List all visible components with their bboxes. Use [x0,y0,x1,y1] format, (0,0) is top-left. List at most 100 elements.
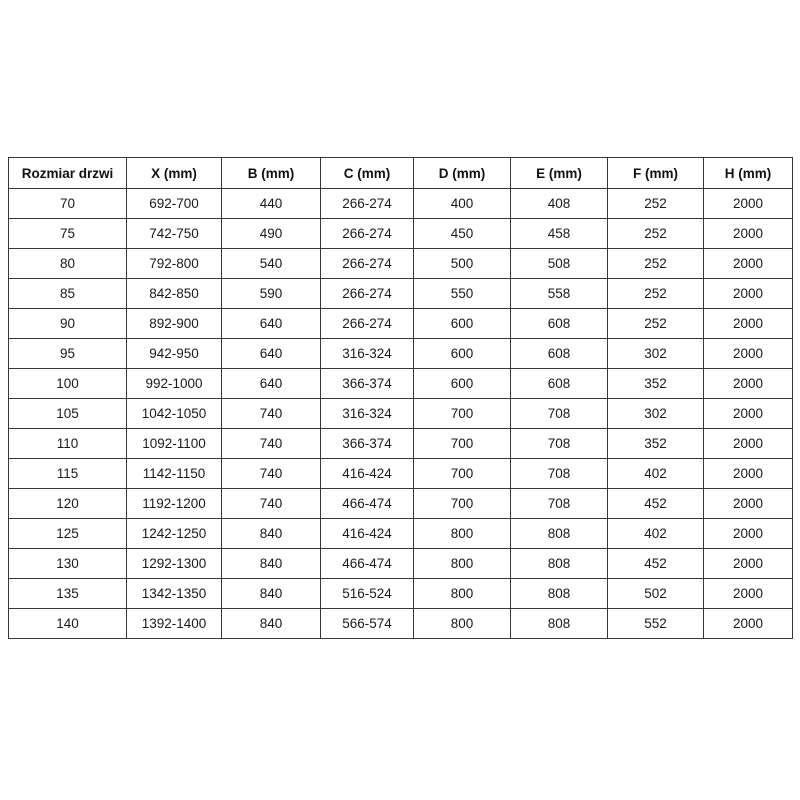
table-cell: 366-374 [320,368,414,399]
table-cell: 252 [607,248,704,279]
table-cell: 808 [510,548,608,579]
table-cell: 740 [221,428,321,459]
table-cell: 115 [8,458,127,489]
table-cell: 700 [413,458,511,489]
table-cell: 85 [8,278,127,309]
table-cell: 252 [607,188,704,219]
table-cell: 352 [607,428,704,459]
table-cell: 105 [8,398,127,429]
table-cell: 740 [221,398,321,429]
table-cell: 75 [8,218,127,249]
table-cell: 416-424 [320,458,414,489]
table-cell: 2000 [703,338,793,369]
table-row: 120 1192-1200 740 466-474 700 708 452 2000 [8,488,793,519]
table-cell: 842-850 [126,278,222,309]
table-cell: 80 [8,248,127,279]
table-cell: 892-900 [126,308,222,339]
table-cell: 70 [8,188,127,219]
table-cell: 708 [510,458,608,489]
table-cell: 2000 [703,188,793,219]
table-row: 85 842-850 590 266-274 550 558 252 2000 [8,278,793,309]
table-cell: 316-324 [320,338,414,369]
table-cell: 608 [510,308,608,339]
table-cell: 740 [221,458,321,489]
table-cell: 640 [221,368,321,399]
table-cell: 458 [510,218,608,249]
table-cell: 600 [413,338,511,369]
table-cell: 1042-1050 [126,398,222,429]
table-cell: 608 [510,368,608,399]
column-header-f-mm: F (mm) [607,157,704,189]
table-cell: 266-274 [320,278,414,309]
table-cell: 1392-1400 [126,608,222,639]
column-header-b-mm: B (mm) [221,157,321,189]
table-cell: 800 [413,608,511,639]
table-cell: 110 [8,428,127,459]
table-cell: 2000 [703,218,793,249]
table-cell: 450 [413,218,511,249]
table-cell: 808 [510,518,608,549]
table-cell: 140 [8,608,127,639]
table-cell: 800 [413,578,511,609]
table-cell: 2000 [703,398,793,429]
table-cell: 516-524 [320,578,414,609]
column-header-e-mm: E (mm) [510,157,608,189]
table-cell: 600 [413,308,511,339]
table-cell: 840 [221,548,321,579]
table-row: 80 792-800 540 266-274 500 508 252 2000 [8,248,793,279]
table-cell: 708 [510,488,608,519]
table-cell: 558 [510,278,608,309]
table-cell: 130 [8,548,127,579]
table-cell: 100 [8,368,127,399]
table-cell: 400 [413,188,511,219]
table-cell: 2000 [703,428,793,459]
table-cell: 2000 [703,308,793,339]
table-cell: 452 [607,488,704,519]
table-row: 140 1392-1400 840 566-574 800 808 552 2000 [8,608,793,639]
table-cell: 490 [221,218,321,249]
table-cell: 808 [510,578,608,609]
table-cell: 500 [413,248,511,279]
table-cell: 502 [607,578,704,609]
table-cell: 566-574 [320,608,414,639]
table-cell: 608 [510,338,608,369]
table-row: 125 1242-1250 840 416-424 800 808 402 2000 [8,518,793,549]
door-size-table: Rozmiar drzwi X (mm) B (mm) C (mm) D (mm… [8,157,793,639]
table-cell: 792-800 [126,248,222,279]
table-cell: 1192-1200 [126,488,222,519]
table-body: 70 692-700 440 266-274 400 408 252 2000 75 742-75… [8,188,793,639]
table-row: 70 692-700 440 266-274 400 408 252 2000 [8,188,793,219]
header-row: Rozmiar drzwi X (mm) B (mm) C (mm) D (mm… [8,157,793,189]
table-cell: 640 [221,338,321,369]
table-cell: 808 [510,608,608,639]
table-cell: 800 [413,518,511,549]
table-cell: 266-274 [320,218,414,249]
table-cell: 740 [221,488,321,519]
table-cell: 540 [221,248,321,279]
table-cell: 352 [607,368,704,399]
table-cell: 942-950 [126,338,222,369]
table-cell: 2000 [703,278,793,309]
table-cell: 2000 [703,578,793,609]
table-row: 115 1142-1150 740 416-424 700 708 402 2000 [8,458,793,489]
table-cell: 552 [607,608,704,639]
table-cell: 125 [8,518,127,549]
table-cell: 1242-1250 [126,518,222,549]
table-cell: 1292-1300 [126,548,222,579]
table-cell: 416-424 [320,518,414,549]
table-cell: 708 [510,428,608,459]
table-cell: 466-474 [320,548,414,579]
table-row: 130 1292-1300 840 466-474 800 808 452 2000 [8,548,793,579]
table-cell: 1342-1350 [126,578,222,609]
column-header-rozmiar-drzwi: Rozmiar drzwi [8,157,127,189]
table-cell: 466-474 [320,488,414,519]
table-cell: 2000 [703,488,793,519]
table-row: 75 742-750 490 266-274 450 458 252 2000 [8,218,793,249]
table-cell: 700 [413,488,511,519]
table-cell: 252 [607,278,704,309]
table-cell: 2000 [703,608,793,639]
table-cell: 2000 [703,458,793,489]
table-cell: 402 [607,458,704,489]
table-cell: 840 [221,578,321,609]
